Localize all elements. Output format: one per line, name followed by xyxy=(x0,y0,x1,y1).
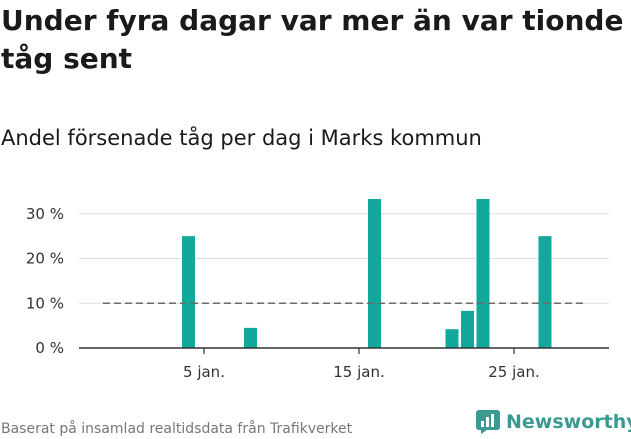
y-tick-label-20: 20 % xyxy=(26,250,64,268)
x-tick-label-15: 15 jan. xyxy=(333,363,385,381)
bar-day-22 xyxy=(461,310,474,348)
chart-title: Under fyra dagar var mer än var tionde t… xyxy=(1,4,624,75)
bar-day-23 xyxy=(476,199,490,348)
gridlines xyxy=(79,213,609,304)
bar-day-27 xyxy=(538,236,552,348)
x-tick-label-5: 5 jan. xyxy=(183,363,225,381)
y-tick-label-10: 10 % xyxy=(26,294,64,312)
bar-day-4 xyxy=(182,236,195,348)
newsworthy-logo-icon xyxy=(476,410,500,434)
axes: 0 % 10 % 20 % 30 % 5 jan. 15 jan. 25 jan. xyxy=(26,205,609,381)
bar-day-21 xyxy=(445,329,459,348)
source-note: Baserat på insamlad realtidsdata från Tr… xyxy=(1,421,353,437)
chart-subtitle: Andel försenade tåg per dag i Marks komm… xyxy=(1,126,482,150)
newsworthy-logo: Newsworthy xyxy=(476,408,631,436)
y-tick-label-0: 0 % xyxy=(35,339,64,357)
brand-name: Newsworthy xyxy=(506,411,631,433)
bar-chart: 0 % 10 % 20 % 30 % 5 jan. 15 jan. 25 jan. xyxy=(26,199,609,381)
x-tick-label-25: 25 jan. xyxy=(488,363,540,381)
bars xyxy=(182,199,552,348)
bar-day-8 xyxy=(244,327,257,348)
y-tick-label-30: 30 % xyxy=(26,205,64,223)
bar-day-16 xyxy=(368,199,381,348)
